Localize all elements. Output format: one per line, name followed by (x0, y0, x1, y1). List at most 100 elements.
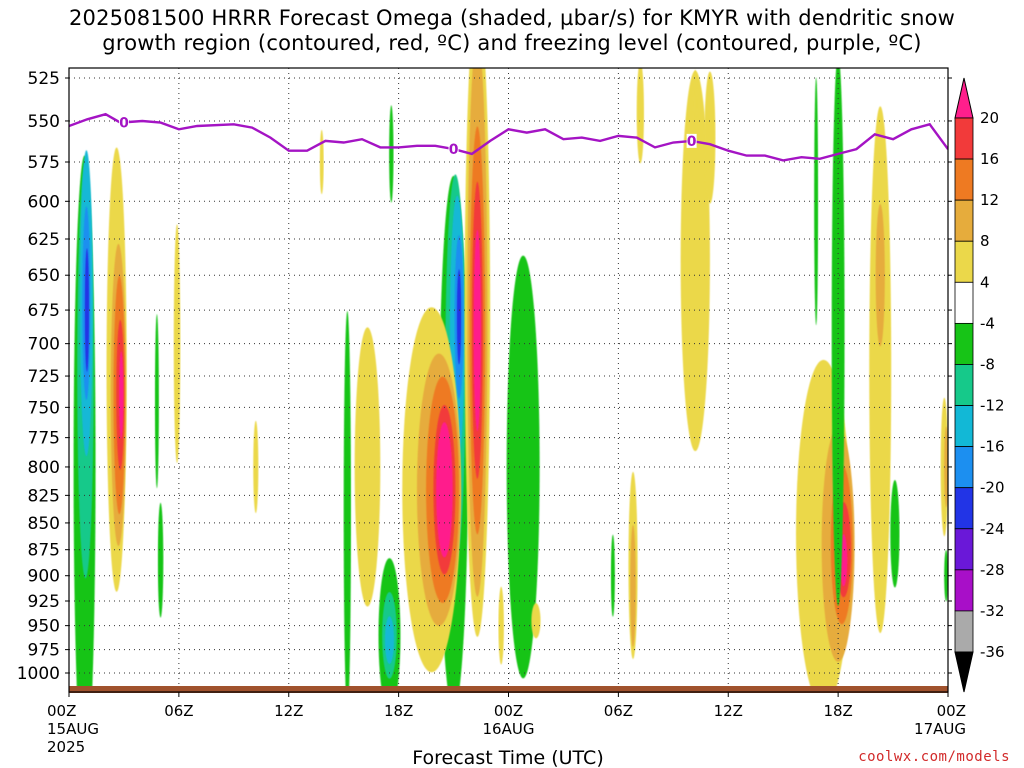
x-tick-label: 00Z (47, 702, 76, 720)
colorbar-swatch (954, 405, 974, 448)
y-tick-label: 975 (28, 641, 60, 661)
y-tick-label: 625 (28, 230, 60, 250)
colorbar-label: -32 (980, 602, 1005, 620)
y-tick-label: 775 (28, 429, 60, 449)
y-tick-label: 850 (28, 514, 60, 534)
colorbar-swatch (954, 158, 974, 201)
colorbar-label: -4 (980, 314, 995, 332)
colorbar-label: -24 (980, 520, 1005, 538)
omega-cell--16 (384, 616, 395, 665)
colorbar-swatch (954, 199, 974, 242)
y-tick-label: 800 (28, 458, 60, 478)
axes: 525 550 575 600 625 650 675 700 725 750 775 800 825 8… (17, 67, 966, 768)
freezing-level-contour: 0 0 0 (69, 112, 948, 162)
ground-bar (69, 686, 948, 693)
colorbar-swatch (954, 322, 974, 365)
y-tick-label: 675 (28, 301, 60, 321)
colorbar-label: -8 (980, 355, 995, 373)
omega-cell--8 (154, 314, 159, 489)
x-tick-label: 18Z (384, 702, 413, 720)
y-tick-label: 950 (28, 617, 60, 637)
colorbar-label: -36 (980, 643, 1005, 661)
x-tick-date-label: 15AUG (47, 720, 99, 738)
x-tick-label: 06Z (604, 702, 633, 720)
y-tick-label: 600 (28, 192, 60, 212)
colorbar-label: -28 (980, 561, 1005, 579)
omega-cell--8 (944, 550, 948, 602)
omega-cell-4 (636, 68, 645, 164)
colorbar-swatch (954, 446, 974, 489)
freezing-level-line (69, 112, 948, 162)
omega-cell-4 (354, 327, 381, 607)
colorbar-swatch (954, 364, 974, 406)
colorbar-label: 12 (980, 191, 999, 209)
colorbar-swatch (954, 528, 974, 571)
colorbar-swatch (954, 240, 974, 283)
omega-cell-4 (680, 70, 710, 452)
omega-cell-20 (473, 229, 482, 432)
omega-cell--24 (456, 269, 462, 365)
y-tick-label: 825 (28, 486, 60, 506)
colorbar-legend: 20 16 12 8 4 -4 -8 -12 -16 -20 -24 -28 -32 -36 (954, 77, 1005, 693)
omega-cell-20 (118, 351, 124, 439)
x-tick-date-label: 17AUG (914, 720, 966, 738)
freezing-label-bg (686, 133, 697, 148)
x-tick-date-label: 16AUG (483, 720, 535, 738)
colorbar-top-arrow (954, 77, 974, 119)
y-tick-label: 550 (28, 112, 60, 132)
omega-cell-4 (869, 106, 892, 634)
omega-cell--8 (157, 502, 164, 618)
omega-cell--8 (831, 68, 845, 606)
y-tick-label: 875 (28, 541, 60, 561)
omega-shading-layer (73, 68, 948, 692)
colorbar-bottom-arrow (954, 651, 974, 693)
omega-cell-4 (531, 603, 541, 639)
freezing-label-bg (118, 115, 129, 130)
freezing-level-label: 0 (119, 115, 129, 131)
omega-cell-8 (875, 204, 885, 347)
omega-cell-4 (319, 129, 324, 195)
grid-lines (69, 68, 948, 692)
omega-cell--8 (610, 534, 615, 617)
omega-cell-4 (704, 71, 716, 204)
colorbar-label: -12 (980, 397, 1005, 415)
y-tick-label: 900 (28, 567, 60, 587)
omega-cell-8 (944, 426, 948, 508)
y-tick-label: 525 (28, 69, 60, 89)
freezing-level-label: 0 (449, 142, 459, 158)
y-tick-label: 700 (28, 335, 60, 355)
chart-title-line-2: growth region (contoured, red, ºC) and f… (102, 31, 922, 55)
x-axis-label: Forecast Time (UTC) (412, 747, 603, 768)
y-tick-label: 925 (28, 592, 60, 612)
credit-text: coolwx.com/models (858, 749, 1010, 765)
chart-title: 2025081500 HRRR Forecast Omega (shaded, … (0, 6, 1024, 56)
colorbar-swatch (954, 569, 974, 612)
chart-title-line-1: 2025081500 HRRR Forecast Omega (shaded, … (68, 6, 956, 30)
colorbar-label: 4 (980, 273, 990, 291)
omega-cell-4 (498, 586, 504, 665)
omega-cell-8 (630, 524, 636, 647)
freezing-label-bg (448, 142, 459, 157)
y-tick-label: 575 (28, 153, 60, 173)
y-tick-label: 1000 (17, 664, 60, 684)
freezing-level-label: 0 (687, 134, 697, 150)
x-tick-label: 12Z (274, 702, 303, 720)
colorbar-label: 8 (980, 232, 990, 250)
omega-cell-4 (693, 69, 698, 139)
omega-cell-20 (436, 422, 453, 558)
y-tick-label: 725 (28, 367, 60, 387)
omega-cell--8 (389, 105, 394, 203)
colorbar-swatch (954, 117, 974, 160)
omega-cell--8 (814, 77, 819, 326)
omega-cell--24 (84, 248, 90, 372)
x-tick-label: 18Z (823, 702, 852, 720)
colorbar-swatch (954, 487, 974, 530)
colorbar-label: -16 (980, 438, 1005, 456)
omega-cell-4 (253, 420, 259, 514)
colorbar-label: 16 (980, 150, 999, 168)
ground-strip (69, 686, 948, 693)
omega-cell--8 (506, 255, 540, 679)
colorbar-label: -20 (980, 479, 1005, 497)
colorbar-swatch (954, 281, 974, 324)
